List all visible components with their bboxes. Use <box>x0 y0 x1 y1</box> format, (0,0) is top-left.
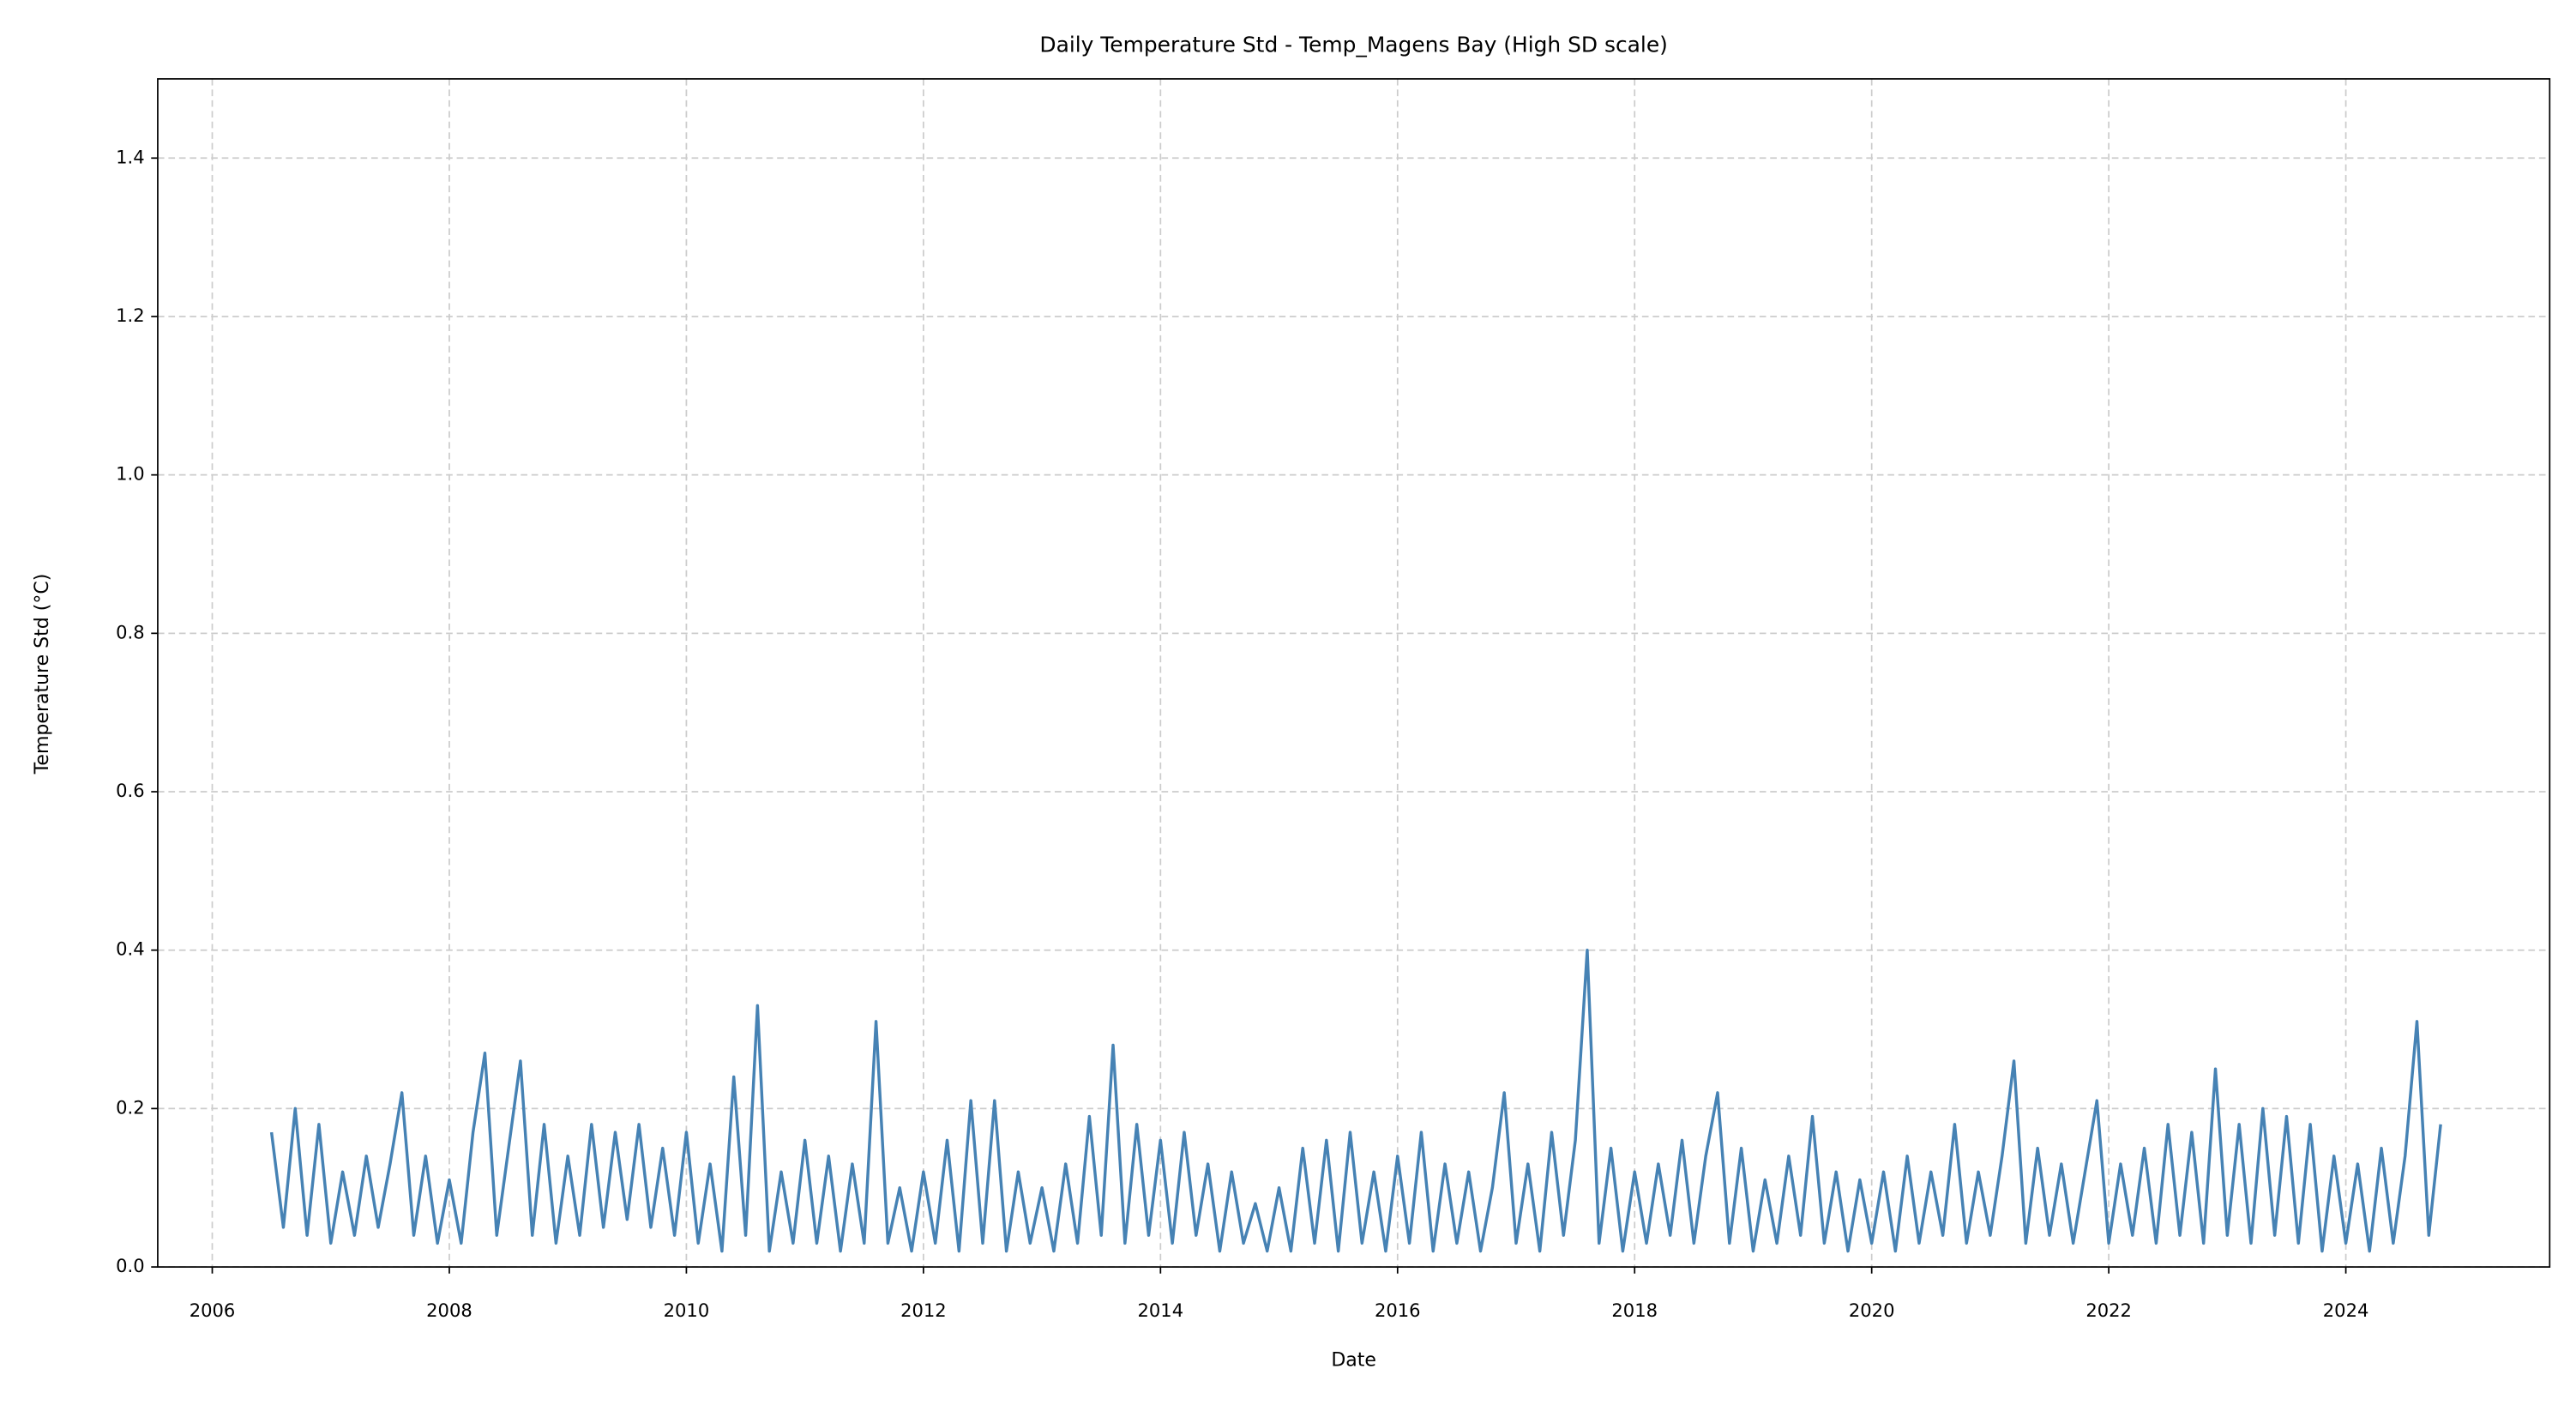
data-line <box>269 948 2442 1253</box>
y-tick-label: 0.0 <box>116 1255 144 1276</box>
y-tick-label: 0.8 <box>116 621 144 642</box>
y-axis-label: Temperature Std (°C) <box>32 574 53 775</box>
plot-frame <box>157 78 2551 1268</box>
chart-title: Daily Temperature Std - Temp_Magens Bay … <box>1039 33 1667 57</box>
x-tick-label: 2010 <box>664 1299 710 1321</box>
x-tick-label: 2018 <box>1611 1299 1658 1321</box>
x-tick-label: 2024 <box>2323 1299 2369 1321</box>
x-tick-label: 2012 <box>900 1299 947 1321</box>
y-tick-label: 0.4 <box>116 938 144 960</box>
x-tick-label: 2022 <box>2085 1299 2132 1321</box>
x-tick-label: 2016 <box>1375 1299 1421 1321</box>
x-tick-label: 2006 <box>190 1299 236 1321</box>
y-tick-label: 0.2 <box>116 1096 144 1118</box>
y-tick-label: 1.2 <box>116 305 144 326</box>
x-tick-label: 2008 <box>426 1299 472 1321</box>
x-tick-label: 2020 <box>1849 1299 1895 1321</box>
y-tick-label: 1.4 <box>116 146 144 167</box>
x-tick-label: 2014 <box>1138 1299 1184 1321</box>
y-tick-label: 0.6 <box>116 780 144 801</box>
y-tick-label: 1.0 <box>116 463 144 485</box>
x-axis-label: Date <box>1331 1349 1376 1371</box>
